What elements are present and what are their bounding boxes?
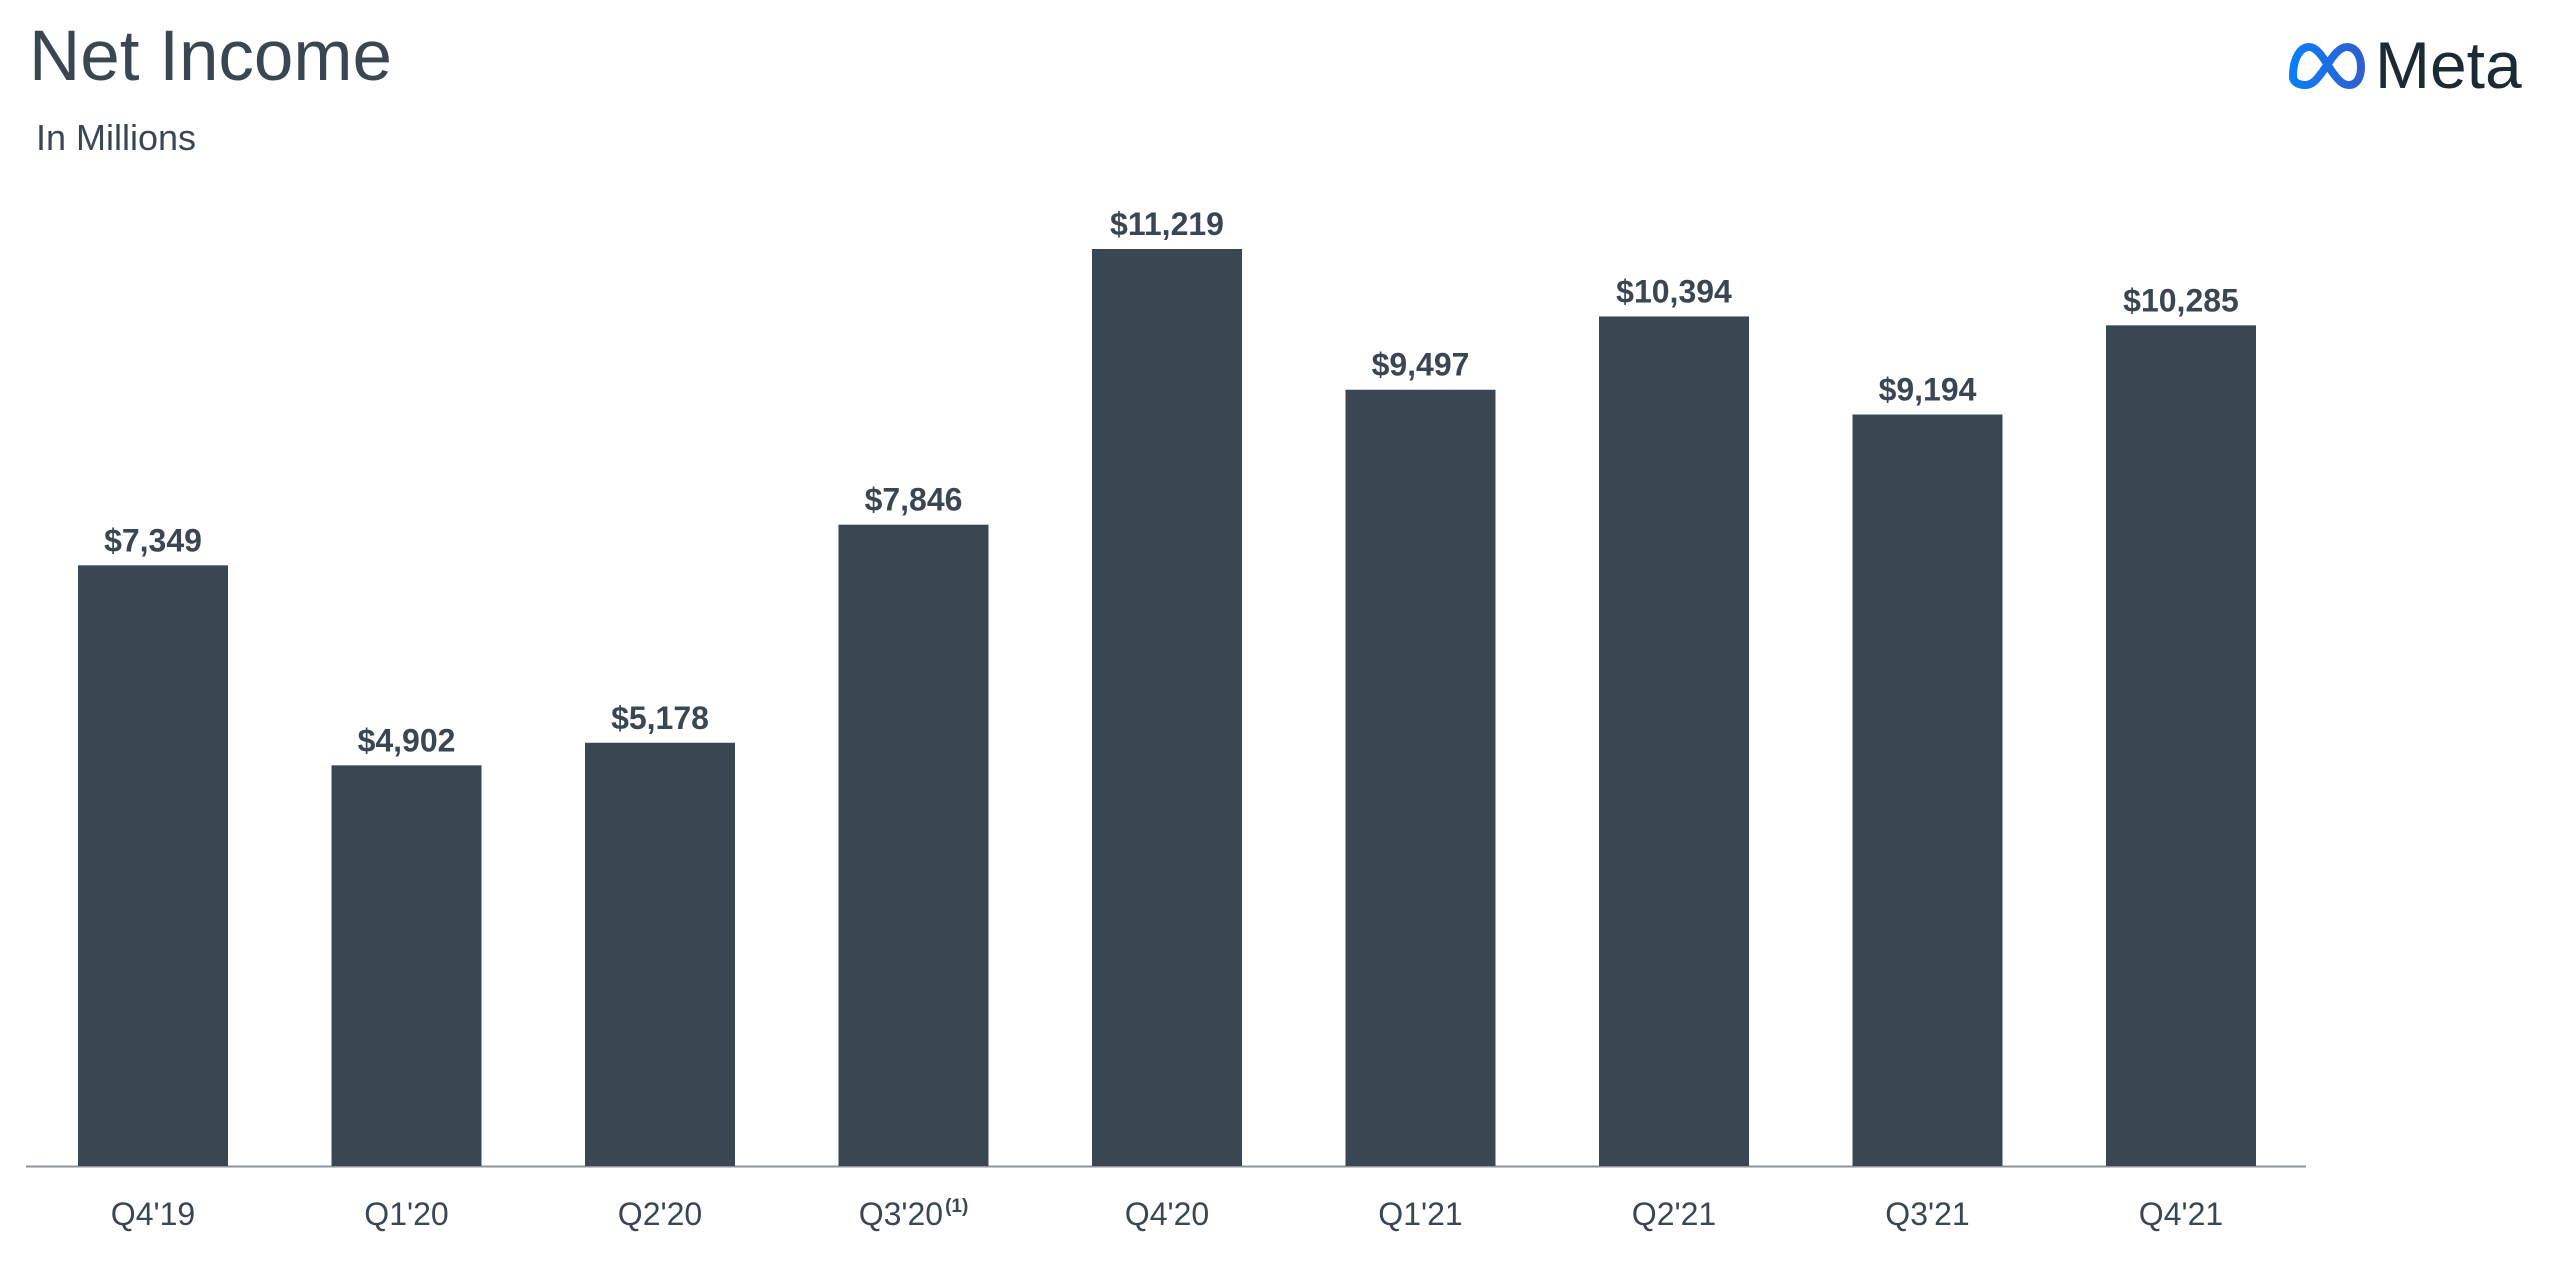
x-tick-label: Q1'21 [1378,1196,1462,1232]
x-tick-label: Q3'21 [1885,1196,1969,1232]
meta-infinity-logo-icon [2289,43,2365,89]
bar-data-label: $11,219 [1110,206,1224,242]
bar-data-label: $7,846 [865,482,963,518]
x-tick-label: Q2'21 [1632,1196,1716,1232]
bar [78,565,228,1166]
bar [1345,389,1496,1166]
bar [585,742,735,1166]
bar-data-label: $10,285 [2123,282,2239,318]
meta-logo: Meta [2285,30,2522,100]
x-tick-label: Q1'20 [364,1196,448,1232]
x-tick-footnote: (1) [945,1196,968,1217]
meta-logo-text: Meta [2375,28,2522,102]
bar-data-label: $9,194 [1879,372,1977,408]
x-tick-label: Q4'20 [1125,1196,1209,1232]
bar [1092,249,1242,1166]
bar-data-label: $9,497 [1372,347,1470,383]
x-tick-label: Q4'21 [2139,1196,2223,1232]
bar-data-label: $7,349 [104,522,202,558]
bar-data-label: $4,902 [358,722,456,758]
bar [1852,414,2003,1166]
x-tick-label: Q3'20 (1) [859,1196,969,1232]
x-tick-label: Q4'19 [111,1196,195,1232]
bar [1599,316,1749,1166]
bar-data-label: $5,178 [611,700,709,736]
bar [838,524,989,1166]
bar [331,765,482,1166]
chart-title: Net Income [29,17,393,96]
bar-data-label: $10,394 [1616,273,1732,309]
bar [2106,325,2256,1166]
x-tick-label: Q2'20 [618,1196,702,1232]
chart-subtitle: In Millions [36,117,197,158]
